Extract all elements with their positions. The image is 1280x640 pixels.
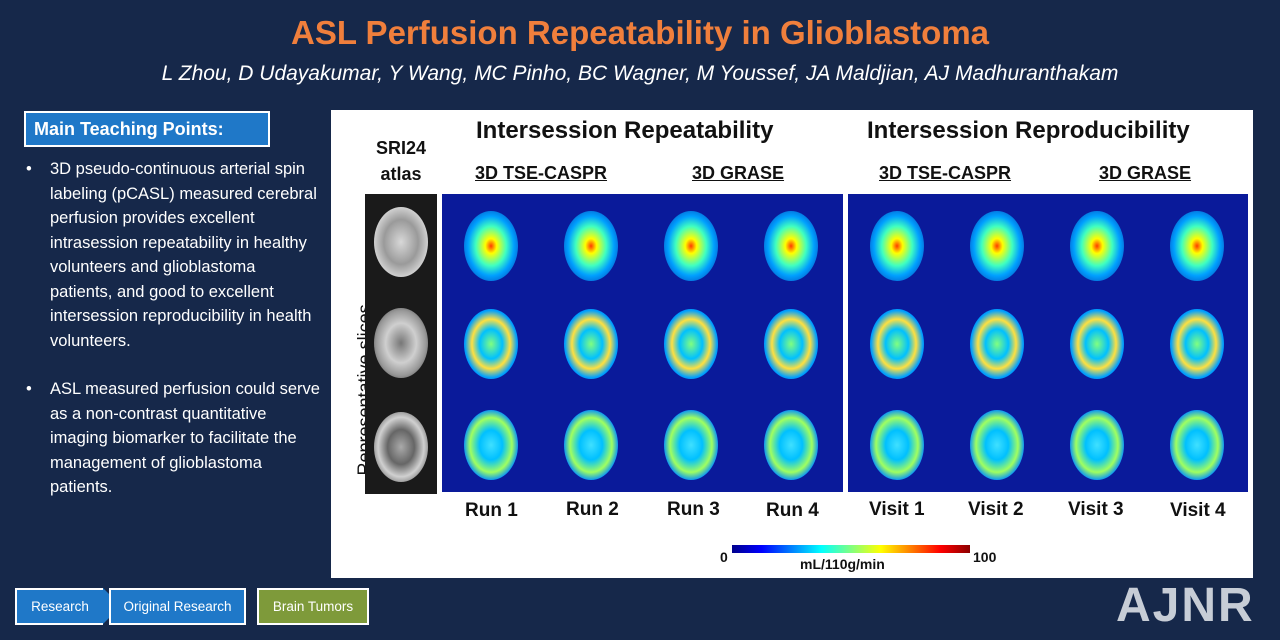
colorbar-unit-label: mL/110g/min <box>800 556 885 572</box>
perfusion-map-image <box>870 211 924 281</box>
author-list: L Zhou, D Udayakumar, Y Wang, MC Pinho, … <box>161 62 1119 85</box>
perfusion-map-image <box>1070 309 1124 379</box>
perfusion-map-image <box>970 309 1024 379</box>
perfusion-map-image <box>970 211 1024 281</box>
reproducibility-panel <box>848 194 1248 492</box>
left-subtitle-tse: 3D TSE-CASPR <box>475 163 608 183</box>
atlas-slice-image <box>374 207 428 277</box>
atlas-slice-image <box>374 308 428 378</box>
bullet-icon: • <box>26 380 32 398</box>
left-subtitle-grase: 3D GRASE <box>692 163 785 183</box>
right-panel-title: Intersession Reproducibility <box>867 117 1190 144</box>
perfusion-map-image <box>1170 211 1224 281</box>
atlas-label-line2: atlas <box>380 164 422 184</box>
atlas-label-line1: SRI24 <box>375 138 427 158</box>
run-label: Run 3 <box>667 499 720 520</box>
perfusion-map-image <box>564 410 618 480</box>
perfusion-map-image <box>1170 309 1224 379</box>
brain-tumors-tag[interactable]: Brain Tumors <box>257 588 369 625</box>
visit-label: Visit 3 <box>1068 499 1124 520</box>
perfusion-map-image <box>664 410 718 480</box>
teaching-point-text: ASL measured perfusion could serve as a … <box>50 380 320 496</box>
perfusion-map-image <box>464 410 518 480</box>
poster-title: ASL Perfusion Repeatability in Glioblast… <box>290 14 990 51</box>
perfusion-map-image <box>870 410 924 480</box>
left-panel-title: Intersession Repeatability <box>476 117 774 144</box>
perfusion-figure: SRI24 atlas Representative slices Inters… <box>331 110 1253 578</box>
repeatability-panel <box>442 194 843 492</box>
perfusion-map-image <box>464 309 518 379</box>
perfusion-map-image <box>664 309 718 379</box>
run-label: Run 1 <box>465 500 518 521</box>
perfusion-map-image <box>464 211 518 281</box>
teaching-points-header: Main Teaching Points: <box>24 111 270 147</box>
colorbar-max-label: 100 <box>973 549 997 565</box>
teaching-points-list: • 3D pseudo-continuous arterial spin labe… <box>24 157 320 524</box>
run-label: Run 2 <box>566 499 619 520</box>
visit-label: Visit 4 <box>1170 500 1226 521</box>
run-label: Run 4 <box>766 500 819 521</box>
perfusion-map-image <box>1170 410 1224 480</box>
visit-label: Visit 1 <box>869 499 925 520</box>
bullet-icon: • <box>26 160 32 178</box>
colorbar-min-label: 0 <box>720 549 728 565</box>
visit-label: Visit 2 <box>968 499 1024 520</box>
ajnr-logo: AJNR <box>1116 579 1255 632</box>
teaching-point: • ASL measured perfusion could serve as a… <box>24 377 320 500</box>
perfusion-map-image <box>970 410 1024 480</box>
perfusion-map-image <box>564 211 618 281</box>
perfusion-map-image <box>764 309 818 379</box>
perfusion-map-image <box>1070 410 1124 480</box>
perfusion-map-image <box>764 410 818 480</box>
colorbar <box>732 545 970 553</box>
teaching-point: • 3D pseudo-continuous arterial spin labe… <box>24 157 320 353</box>
perfusion-map-image <box>664 211 718 281</box>
research-tag[interactable]: Research <box>15 588 121 625</box>
atlas-slice-image <box>374 412 428 482</box>
atlas-image-column <box>365 194 437 494</box>
right-subtitle-grase: 3D GRASE <box>1099 163 1192 183</box>
perfusion-map-image <box>764 211 818 281</box>
original-research-tag[interactable]: Original Research <box>109 588 246 625</box>
right-subtitle-tse: 3D TSE-CASPR <box>879 163 1012 183</box>
perfusion-map-image <box>870 309 924 379</box>
perfusion-map-image <box>1070 211 1124 281</box>
perfusion-map-image <box>564 309 618 379</box>
teaching-point-text: 3D pseudo-continuous arterial spin label… <box>50 160 317 350</box>
